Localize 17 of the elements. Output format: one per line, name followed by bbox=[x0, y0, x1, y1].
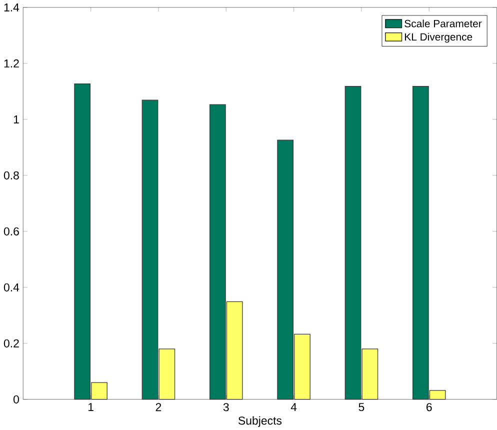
x-tick-label: 1 bbox=[88, 402, 94, 411]
x-axis-title: Subjects bbox=[238, 416, 282, 427]
y-tick-label: 0.2 bbox=[4, 339, 19, 348]
x-tick-label: 4 bbox=[290, 402, 297, 411]
y-tick-label: 1.4 bbox=[4, 3, 20, 12]
x-tick-label: 6 bbox=[426, 402, 432, 411]
x-tick-label: 3 bbox=[223, 402, 229, 411]
x-tick-label: 2 bbox=[156, 402, 162, 411]
y-tick-label: 0.4 bbox=[4, 283, 20, 292]
legend-label: KL Divergence bbox=[405, 32, 472, 42]
y-tick-label: 1 bbox=[14, 115, 19, 124]
y-tick-label: 0.6 bbox=[4, 227, 19, 236]
y-tick-label: 1.2 bbox=[4, 59, 19, 68]
legend-label: Scale Parameter bbox=[404, 19, 482, 28]
y-tick-label: 0.8 bbox=[4, 171, 19, 180]
y-tick-label: 0 bbox=[14, 395, 19, 404]
x-tick-label: 5 bbox=[358, 402, 364, 411]
